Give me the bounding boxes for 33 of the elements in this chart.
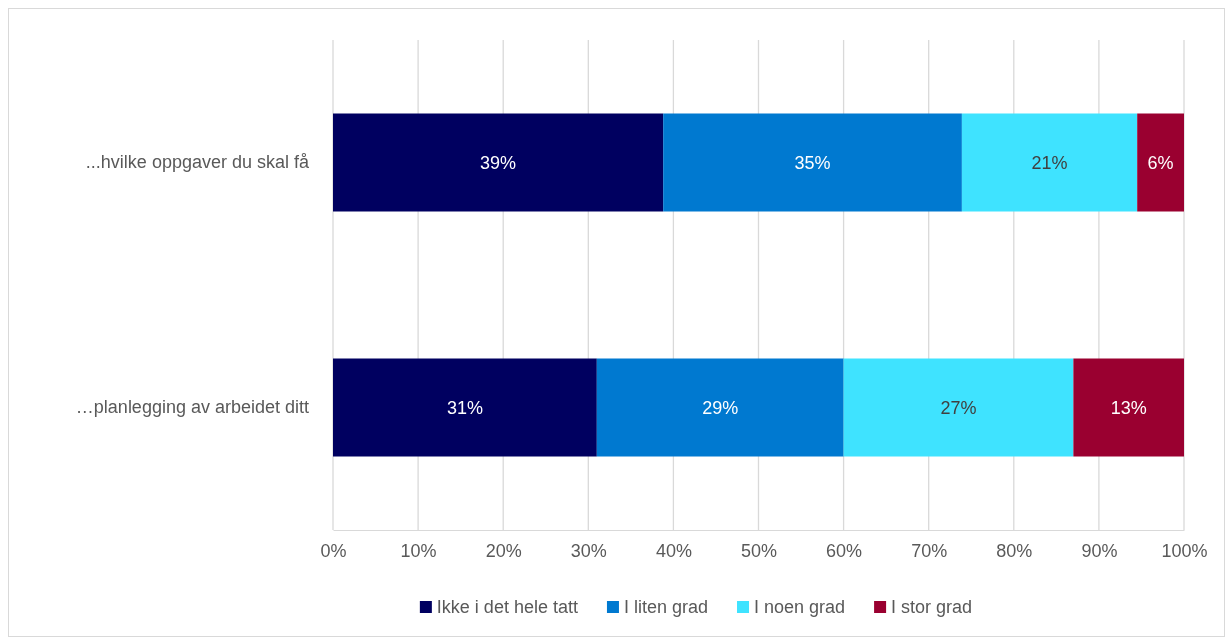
legend-label: I noen grad	[754, 597, 846, 618]
bar	[333, 358, 597, 457]
legend-label: Ikke i det hele tatt	[436, 597, 578, 618]
x-tick-label: 80%	[996, 540, 1033, 561]
legend-label: I stor grad	[891, 597, 973, 618]
x-tick-label: 30%	[570, 540, 607, 561]
data-label: 31%	[446, 397, 483, 418]
x-tick-label: 100%	[1161, 540, 1208, 561]
y-tick-label: …planlegging av arbeidet ditt	[75, 397, 309, 418]
data-label: 27%	[940, 397, 977, 418]
x-tick-label: 20%	[485, 540, 522, 561]
bar	[961, 113, 1138, 212]
data-label: 39%	[480, 152, 517, 173]
x-tick-label: 0%	[320, 540, 347, 561]
bar	[843, 358, 1074, 457]
bar	[333, 113, 664, 212]
bar	[1073, 358, 1184, 457]
bar	[596, 358, 844, 457]
y-tick-label: ...hvilke oppgaver du skal få	[85, 152, 310, 173]
data-label: 6%	[1147, 152, 1174, 173]
x-tick-label: 40%	[655, 540, 692, 561]
data-label: 35%	[794, 152, 831, 173]
bar	[1137, 113, 1184, 212]
x-tick-label: 50%	[740, 540, 778, 561]
data-label: 21%	[1031, 152, 1068, 173]
x-tick-label: 60%	[826, 540, 863, 561]
x-tick-label: 90%	[1081, 540, 1118, 561]
bar	[663, 113, 962, 212]
x-tick-label: 70%	[911, 540, 948, 561]
data-label: 13%	[1110, 397, 1147, 418]
x-tick-label: 10%	[400, 540, 437, 561]
legend-label: I liten grad	[623, 597, 709, 618]
data-label: 29%	[702, 397, 739, 418]
